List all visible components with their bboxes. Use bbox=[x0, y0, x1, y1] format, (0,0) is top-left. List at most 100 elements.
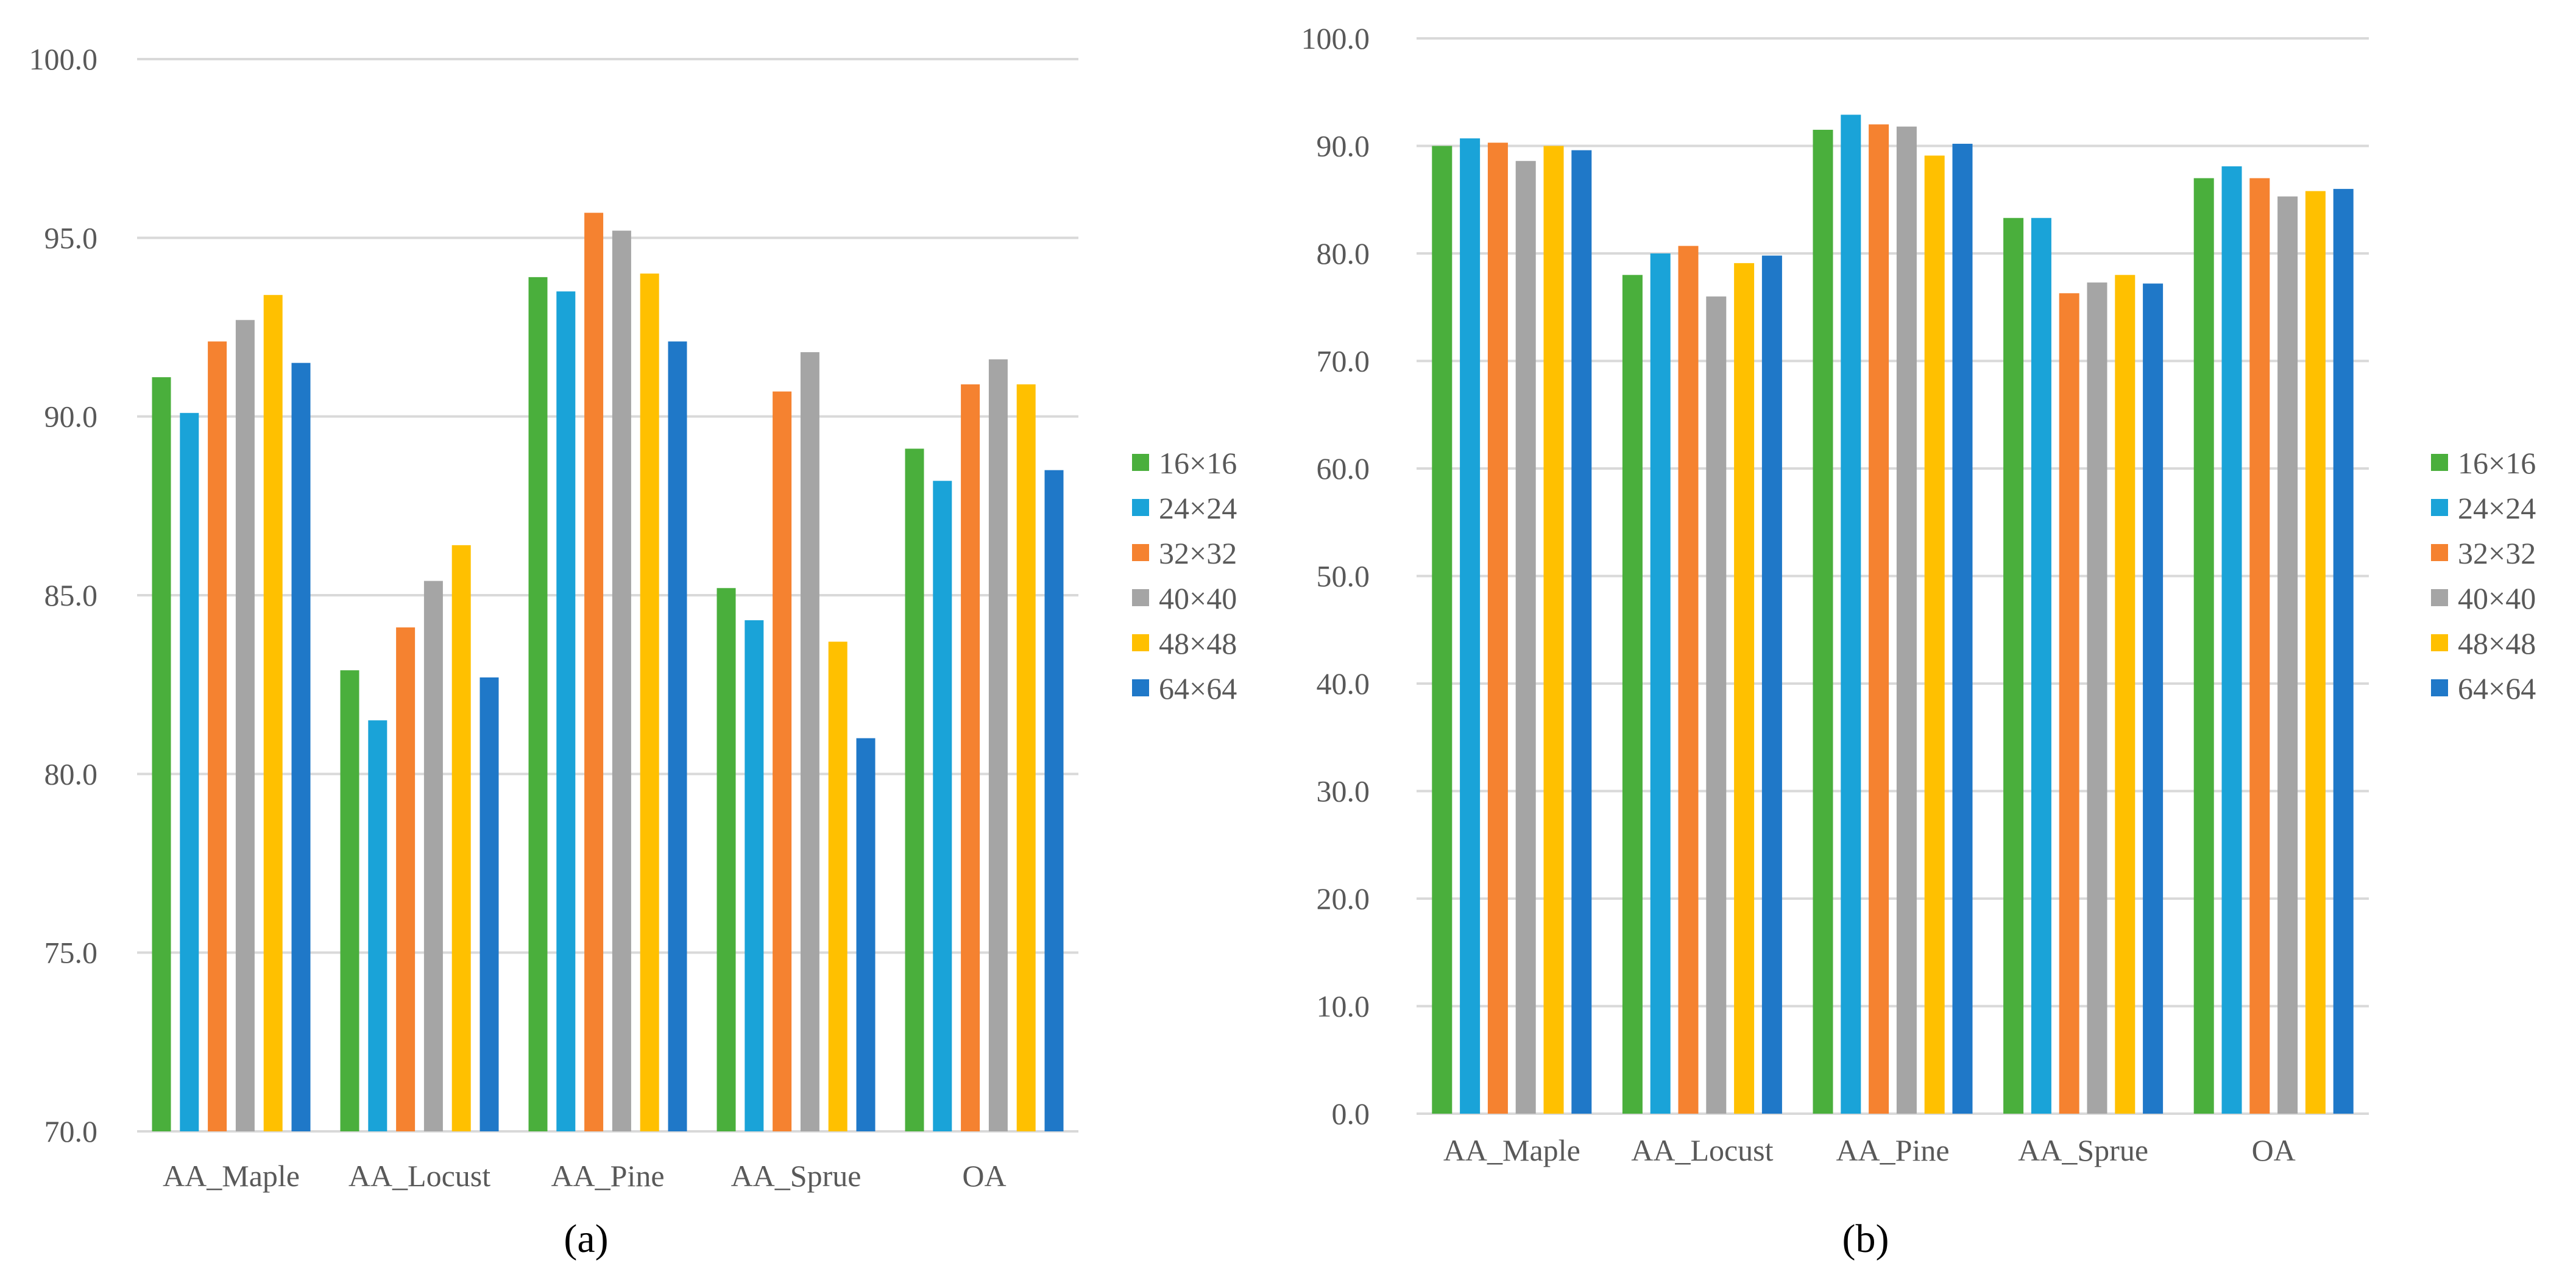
bar-64x64-aa-maple bbox=[1571, 150, 1592, 1114]
y-tick-label: 85.0 bbox=[44, 578, 98, 612]
legend-label: 24×24 bbox=[1159, 491, 1237, 525]
bar-40x40-aa-maple bbox=[1515, 161, 1536, 1114]
legend-label: 64×64 bbox=[1159, 671, 1237, 705]
legend-label: 48×48 bbox=[1159, 626, 1237, 660]
y-tick-label: 10.0 bbox=[1317, 989, 1370, 1024]
legend-label: 16×16 bbox=[2458, 446, 2536, 480]
bar-24x24-aa-maple bbox=[180, 412, 199, 1131]
y-tick-label: 95.0 bbox=[44, 221, 98, 255]
y-tick-label: 70.0 bbox=[44, 1114, 98, 1148]
bar-64x64-aa-locust bbox=[1761, 255, 1782, 1114]
legend-label: 40×40 bbox=[1159, 581, 1237, 615]
bar-32x32-aa-maple bbox=[1487, 143, 1508, 1114]
bar-16x16-aa-maple bbox=[152, 377, 171, 1132]
bar-40x40-aa-locust bbox=[423, 581, 443, 1131]
bar-32x32-aa-maple bbox=[208, 341, 227, 1131]
bar-24x24-aa-pine bbox=[556, 291, 576, 1131]
legend-label: 32×32 bbox=[2458, 536, 2536, 570]
bar-48x48-aa-pine bbox=[1924, 155, 1945, 1114]
bar-32x32-aa-sprue bbox=[2059, 293, 2079, 1114]
x-category-label: AA_Locust bbox=[349, 1159, 490, 1193]
legend-swatch bbox=[1132, 499, 1149, 516]
bar-16x16-aa-locust bbox=[340, 670, 359, 1131]
y-tick-label: 70.0 bbox=[1317, 344, 1370, 378]
bar-16x16-oa bbox=[905, 448, 924, 1131]
legend-swatch bbox=[2431, 454, 2448, 471]
bar-24x24-aa-locust bbox=[368, 720, 387, 1131]
bar-16x16-aa-sprue bbox=[2003, 217, 2024, 1114]
bar-64x64-aa-sprue bbox=[856, 738, 876, 1131]
bar-48x48-aa-sprue bbox=[828, 642, 847, 1131]
x-category-label: AA_Sprue bbox=[731, 1159, 862, 1193]
bar-40x40-aa-locust bbox=[1706, 296, 1727, 1114]
x-category-label: AA_Pine bbox=[551, 1159, 664, 1193]
y-tick-label: 40.0 bbox=[1317, 667, 1370, 701]
bar-48x48-aa-locust bbox=[1734, 263, 1755, 1114]
bar-32x32-aa-locust bbox=[1678, 246, 1699, 1114]
bar-48x48-aa-pine bbox=[640, 274, 659, 1131]
bar-32x32-oa bbox=[2249, 178, 2270, 1114]
y-tick-label: 20.0 bbox=[1317, 882, 1370, 916]
legend-label: 48×48 bbox=[2458, 626, 2536, 660]
legend-label: 24×24 bbox=[2458, 491, 2536, 525]
bar-32x32-oa bbox=[961, 384, 980, 1131]
bar-24x24-aa-pine bbox=[1841, 115, 1861, 1114]
y-tick-label: 50.0 bbox=[1317, 559, 1370, 593]
bar-48x48-aa-maple bbox=[263, 295, 283, 1132]
bar-40x40-aa-pine bbox=[612, 230, 631, 1132]
legend-swatch bbox=[2431, 544, 2448, 561]
bar-32x32-aa-locust bbox=[396, 627, 416, 1131]
x-category-label: AA_Sprue bbox=[2018, 1133, 2148, 1167]
y-tick-label: 90.0 bbox=[1317, 129, 1370, 163]
bar-40x40-oa bbox=[988, 359, 1008, 1131]
bar-64x64-aa-pine bbox=[668, 341, 687, 1131]
bar-64x64-aa-pine bbox=[1952, 143, 1973, 1114]
legend-label: 32×32 bbox=[1159, 536, 1237, 570]
legend-swatch bbox=[1132, 454, 1149, 471]
y-tick-label: 90.0 bbox=[44, 400, 98, 434]
bar-40x40-oa bbox=[2277, 196, 2298, 1114]
bar-40x40-aa-sprue bbox=[2087, 282, 2107, 1114]
bar-64x64-aa-sprue bbox=[2143, 283, 2164, 1114]
bar-24x24-aa-sprue bbox=[2031, 217, 2051, 1114]
bar-16x16-aa-maple bbox=[1432, 146, 1453, 1114]
y-tick-label: 30.0 bbox=[1317, 774, 1370, 808]
bar-64x64-aa-locust bbox=[479, 677, 499, 1131]
legend-label: 64×64 bbox=[2458, 671, 2536, 705]
x-category-label: OA bbox=[2252, 1133, 2296, 1167]
bar-24x24-oa bbox=[933, 481, 952, 1132]
chart-b: 0.0 10.0 20.0 30.0 40.0 50.0 60.0 70.0 80.0 90.0 1… bbox=[1301, 21, 2536, 1261]
chart-caption: (a) bbox=[564, 1217, 608, 1261]
legend-label: 16×16 bbox=[1159, 446, 1237, 480]
bar-24x24-aa-locust bbox=[1650, 253, 1671, 1114]
chart-a: 70.0 75.0 80.0 85.0 90.0 95.0 100.0 AA_Maple AA_… bbox=[29, 42, 1237, 1261]
legend-swatch bbox=[1132, 589, 1149, 606]
y-tick-label: 60.0 bbox=[1317, 451, 1370, 486]
y-tick-label: 80.0 bbox=[1317, 236, 1370, 270]
bar-64x64-oa bbox=[1044, 470, 1064, 1131]
y-tick-label: 100.0 bbox=[1301, 21, 1370, 55]
y-tick-label: 0.0 bbox=[1332, 1097, 1370, 1131]
bar-48x48-aa-locust bbox=[451, 545, 471, 1131]
bar-16x16-oa bbox=[2193, 178, 2214, 1114]
legend-swatch bbox=[1132, 679, 1149, 696]
legend-swatch bbox=[2431, 679, 2448, 696]
bar-16x16-aa-sprue bbox=[717, 588, 736, 1131]
bar-48x48-oa bbox=[1016, 384, 1036, 1131]
legend-swatch bbox=[1132, 634, 1149, 651]
bar-48x48-aa-maple bbox=[1543, 146, 1564, 1114]
legend-swatch bbox=[2431, 499, 2448, 516]
bar-32x32-aa-sprue bbox=[773, 391, 792, 1131]
bar-16x16-aa-pine bbox=[1813, 130, 1833, 1114]
y-tick-label: 75.0 bbox=[44, 936, 98, 970]
x-category-label: AA_Pine bbox=[1836, 1133, 1949, 1167]
bar-64x64-aa-maple bbox=[291, 362, 311, 1131]
bar-40x40-aa-maple bbox=[235, 320, 255, 1132]
bar-48x48-aa-sprue bbox=[2115, 275, 2135, 1114]
x-category-label: AA_Locust bbox=[1631, 1133, 1773, 1167]
chart-caption: (b) bbox=[1842, 1217, 1889, 1261]
bar-24x24-aa-maple bbox=[1460, 138, 1481, 1114]
bar-40x40-aa-sprue bbox=[800, 352, 819, 1131]
x-category-label: AA_Maple bbox=[1443, 1133, 1580, 1167]
